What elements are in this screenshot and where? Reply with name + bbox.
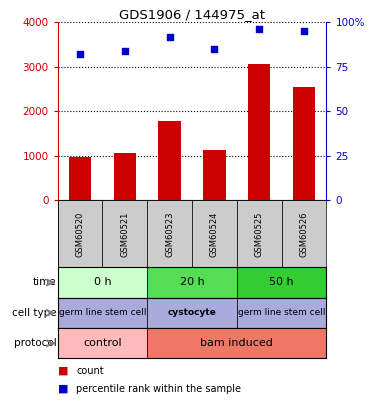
Bar: [248, 64, 270, 200]
Bar: [58, 267, 147, 298]
Bar: [147, 200, 192, 267]
Text: protocol: protocol: [14, 338, 57, 348]
Text: GSM60526: GSM60526: [299, 211, 309, 257]
Bar: [282, 200, 326, 267]
Point: [211, 46, 217, 52]
Text: percentile rank within the sample: percentile rank within the sample: [76, 384, 241, 394]
Bar: [147, 328, 326, 358]
Bar: [158, 121, 181, 200]
Bar: [147, 298, 237, 328]
Text: GSM60520: GSM60520: [75, 211, 85, 257]
Bar: [293, 87, 315, 200]
Text: ■: ■: [58, 366, 68, 375]
Text: GSM60525: GSM60525: [255, 211, 264, 257]
Text: cell type: cell type: [12, 308, 57, 318]
Point: [301, 28, 307, 34]
Text: GSM60524: GSM60524: [210, 211, 219, 257]
Point: [256, 26, 262, 33]
Bar: [192, 200, 237, 267]
Bar: [237, 267, 326, 298]
Text: cystocyte: cystocyte: [168, 308, 216, 318]
Bar: [237, 298, 326, 328]
Text: 20 h: 20 h: [180, 277, 204, 288]
Title: GDS1906 / 144975_at: GDS1906 / 144975_at: [119, 8, 265, 21]
Text: time: time: [33, 277, 57, 288]
Text: control: control: [83, 338, 122, 348]
Point: [77, 51, 83, 58]
Bar: [114, 153, 136, 200]
Text: 0 h: 0 h: [93, 277, 111, 288]
Text: GSM60521: GSM60521: [120, 211, 129, 257]
Bar: [69, 157, 91, 200]
Text: germ line stem cell: germ line stem cell: [59, 308, 146, 318]
Text: GSM60523: GSM60523: [165, 211, 174, 257]
Text: count: count: [76, 366, 104, 375]
Point: [122, 47, 128, 54]
Bar: [58, 200, 102, 267]
Bar: [147, 267, 237, 298]
Text: 50 h: 50 h: [269, 277, 294, 288]
Text: germ line stem cell: germ line stem cell: [238, 308, 325, 318]
Bar: [102, 200, 147, 267]
Text: bam induced: bam induced: [200, 338, 273, 348]
Bar: [58, 328, 147, 358]
Bar: [203, 150, 226, 200]
Text: ■: ■: [58, 384, 68, 394]
Bar: [58, 298, 147, 328]
Point: [167, 33, 173, 40]
Bar: [237, 200, 282, 267]
